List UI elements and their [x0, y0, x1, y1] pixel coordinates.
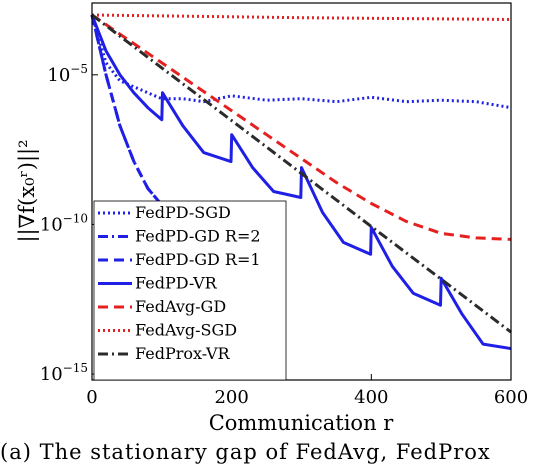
y-axis-label: ||∇f(x₀ʳ)||²	[15, 139, 40, 242]
series-line-0	[90, 14, 512, 110]
legend-label-4: FedAvg-GD	[135, 297, 226, 316]
x-tick-label: 200	[214, 387, 248, 408]
y-tick-label: 10−5	[47, 62, 88, 86]
x-tick-label: 0	[86, 387, 97, 408]
series-line-5	[91, 13, 512, 21]
legend-label-3: FedPD-VR	[135, 274, 218, 293]
legend-label-1: FedPD-GD R=2	[135, 227, 261, 246]
series-line-6	[91, 13, 512, 334]
legend-label-0: FedPD-SGD	[135, 203, 231, 222]
series-line-1	[90, 14, 274, 212]
series-line-3	[90, 14, 512, 351]
x-tick-label: 600	[494, 387, 528, 408]
x-tick-label: 400	[354, 387, 388, 408]
series-line-2	[90, 14, 232, 212]
series-line-4	[91, 13, 512, 241]
tick-layer: 0 200 400 600 10−5 10−10 10−15	[40, 62, 528, 408]
legend-label-6: FedProx-VR	[135, 344, 231, 363]
legend: FedPD-SGD FedPD-GD R=2 FedPD-GD R=1 FedPD-V…	[93, 200, 287, 381]
plot-frame	[91, 2, 512, 381]
figure-caption: (a) The stationary gap of FedAvg, FedPro…	[0, 440, 491, 464]
y-tick-label: 10−10	[40, 211, 88, 235]
legend-box	[93, 200, 287, 381]
x-axis-label: Communication r	[209, 411, 395, 435]
legend-label-5: FedAvg-SGD	[135, 321, 237, 340]
y-tick-label: 10−15	[40, 361, 88, 385]
legend-label-2: FedPD-GD R=1	[135, 250, 261, 269]
